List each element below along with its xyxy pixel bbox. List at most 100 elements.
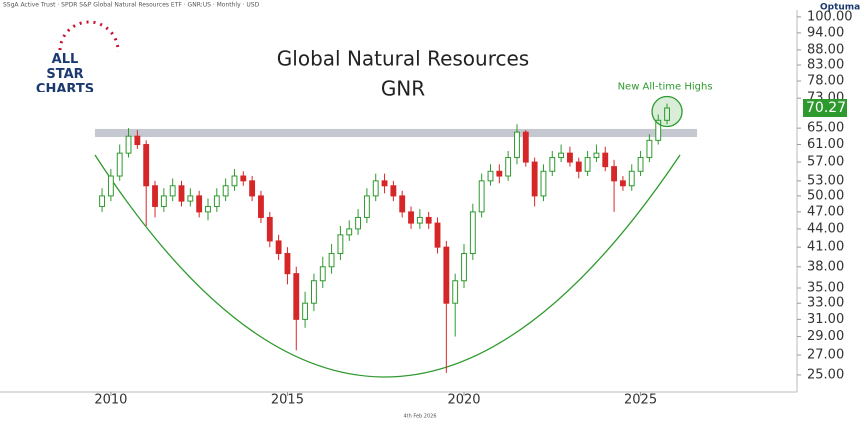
highlight-circle bbox=[651, 95, 683, 128]
candle-body bbox=[205, 205, 211, 213]
candle-body bbox=[522, 131, 529, 163]
candle-body bbox=[425, 216, 432, 224]
candle-body bbox=[664, 107, 670, 121]
candle-body bbox=[584, 157, 591, 172]
candle-body bbox=[390, 185, 397, 197]
candle-body bbox=[628, 170, 635, 187]
candle-body bbox=[575, 161, 582, 172]
x-tick-label: 2025 bbox=[624, 393, 657, 408]
candle-body bbox=[319, 266, 326, 282]
candle-body bbox=[602, 152, 609, 168]
candle-body bbox=[655, 119, 662, 141]
candle-body bbox=[222, 185, 229, 197]
resistance-zone bbox=[94, 128, 698, 138]
y-tick-label: 53.00 bbox=[807, 173, 844, 188]
candle-body bbox=[196, 195, 203, 213]
candle-body bbox=[346, 228, 353, 236]
y-tick-label: 57.00 bbox=[807, 155, 844, 170]
y-tick-label: 38.00 bbox=[807, 259, 844, 274]
candle-body bbox=[363, 195, 370, 218]
annotation: New All-time Highs bbox=[618, 82, 713, 93]
candle-body bbox=[611, 166, 618, 182]
y-tick-label: 35.00 bbox=[807, 281, 844, 296]
candle-body bbox=[337, 234, 344, 255]
candle-body bbox=[328, 253, 335, 268]
y-tick-label: 78.00 bbox=[807, 74, 844, 89]
logo-stars bbox=[58, 20, 120, 53]
candle-body bbox=[284, 253, 291, 275]
candle-body bbox=[646, 139, 653, 159]
candle-body bbox=[134, 135, 141, 146]
candle-body bbox=[169, 185, 176, 197]
brand-name: ALL STAR CHARTS bbox=[35, 52, 95, 92]
brand-wrap: ALL STAR CHARTS bbox=[35, 52, 95, 92]
y-tick-label: 94.00 bbox=[807, 25, 844, 40]
last-price-box bbox=[803, 99, 847, 118]
candle-body bbox=[302, 302, 309, 320]
candle-body bbox=[593, 152, 600, 159]
candle-body bbox=[496, 170, 503, 177]
candle-body bbox=[116, 152, 123, 177]
candle-body bbox=[408, 211, 414, 224]
y-tick-label: 41.00 bbox=[807, 240, 844, 255]
y-tick-label: 83.00 bbox=[807, 58, 844, 73]
candle-body bbox=[143, 144, 150, 187]
y-tick-label: 65.00 bbox=[807, 121, 844, 136]
candle-body bbox=[505, 157, 512, 177]
platform-logo: Optuma bbox=[820, 3, 860, 13]
candle-body bbox=[213, 195, 220, 207]
candle-body bbox=[469, 211, 476, 255]
candle-body bbox=[558, 152, 565, 159]
candle-body bbox=[514, 131, 520, 159]
candle-body bbox=[178, 185, 185, 202]
candle-body bbox=[372, 180, 379, 197]
candle-body bbox=[540, 170, 547, 197]
candle-body bbox=[381, 180, 388, 187]
y-tick-label: 33.00 bbox=[807, 296, 844, 311]
candle-body bbox=[249, 180, 256, 197]
x-tick-label: 2020 bbox=[447, 393, 480, 408]
header: SSgA Active Trust · SPDR S&P Global Natu… bbox=[3, 2, 260, 9]
candle-body bbox=[231, 175, 238, 187]
candle-body bbox=[399, 195, 406, 213]
candle-body bbox=[461, 253, 467, 282]
candle-body bbox=[619, 180, 626, 187]
candle-body bbox=[487, 170, 494, 182]
y-tick-label: 27.00 bbox=[807, 348, 844, 363]
candle-body bbox=[416, 216, 423, 224]
candle-body bbox=[275, 240, 282, 255]
y-tick-label: 88.00 bbox=[807, 42, 844, 57]
footer-date: 4th Feb 2026 bbox=[403, 414, 436, 420]
y-tick-label: 47.00 bbox=[807, 204, 844, 219]
y-tick-label: 31.00 bbox=[807, 312, 844, 327]
bowl-arc bbox=[94, 154, 681, 378]
brand-logo: ALL STAR CHARTS bbox=[35, 20, 120, 92]
chart-title: Global Natural Resources bbox=[277, 47, 529, 71]
y-tick-label: 25.00 bbox=[807, 367, 844, 382]
y-tick-label: 29.00 bbox=[807, 329, 844, 344]
candle-body bbox=[160, 195, 167, 207]
candle-body bbox=[452, 280, 459, 304]
y-tick-label: 44.00 bbox=[807, 221, 844, 236]
candle-body bbox=[99, 195, 105, 207]
candle-body bbox=[152, 185, 158, 207]
candle-body bbox=[567, 152, 573, 163]
candle-body bbox=[549, 157, 556, 172]
last-price-label: 70.27 bbox=[806, 100, 846, 116]
x-tick-label: 2010 bbox=[94, 393, 127, 408]
candle-body bbox=[310, 280, 317, 304]
candle-body bbox=[125, 135, 132, 154]
candle-body bbox=[478, 180, 485, 213]
chart-subtitle: GNR bbox=[381, 77, 425, 101]
candle-body bbox=[637, 157, 644, 172]
candle-body bbox=[258, 195, 264, 218]
y-tick-label: 61.00 bbox=[807, 137, 844, 152]
candle-body bbox=[443, 246, 450, 304]
y-tick-label: 50.00 bbox=[807, 188, 844, 203]
candle-body bbox=[355, 216, 361, 230]
candle-body bbox=[266, 216, 273, 242]
candle-body bbox=[240, 175, 247, 182]
candle-body bbox=[107, 175, 114, 197]
